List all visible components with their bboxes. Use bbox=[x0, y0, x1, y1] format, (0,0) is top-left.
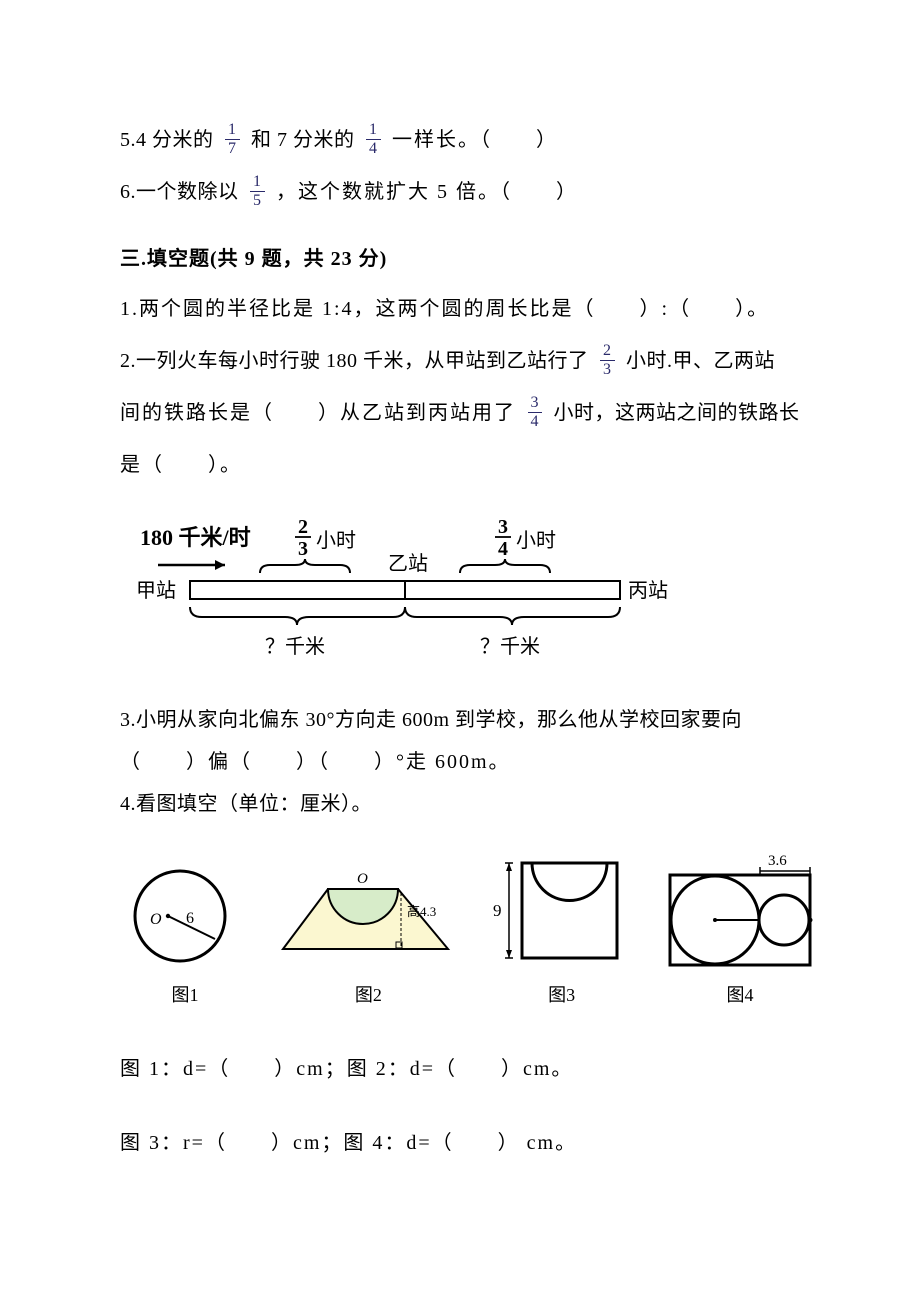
svg-text:2: 2 bbox=[298, 516, 308, 538]
q6-text-a: 6.一个数除以 bbox=[120, 181, 239, 203]
q6-frac: 1 5 bbox=[250, 173, 265, 209]
svg-text:4: 4 bbox=[498, 538, 508, 560]
s3q2-frac-1: 2 3 bbox=[600, 342, 615, 378]
svg-text:O: O bbox=[357, 871, 368, 887]
exam-page: 5.4 分米的 1 7 和 7 分米的 1 4 一样长。（ ） 6.一个数除以 … bbox=[0, 0, 920, 1233]
svg-text:小时: 小时 bbox=[316, 529, 356, 552]
section-3-title: 三.填空题(共 9 题，共 23 分) bbox=[120, 242, 820, 271]
s3-question-1: 1.两个圆的半径比是 1:4，这两个圆的周长比是（ ）:（ ）。 bbox=[120, 287, 820, 331]
figures-row: O 6 图1 bbox=[120, 851, 820, 1007]
figure-1-caption: 图1 bbox=[120, 981, 250, 1007]
question-6: 6.一个数除以 1 5 ，这个数就扩大 5 倍。（ ） bbox=[120, 170, 820, 214]
figure-1-svg: O 6 bbox=[120, 861, 250, 971]
frac-2-3-hour: 2 3 小时 bbox=[295, 516, 356, 560]
s3-question-2-line2: 间的铁路长是（ ）从乙站到丙站用了 3 4 小时，这两站之间的铁路长 bbox=[120, 391, 820, 435]
station-c-label: 丙站 bbox=[628, 579, 668, 602]
speed-label: 180 千米/时 bbox=[140, 525, 251, 550]
qmark-2: ？千米 bbox=[480, 635, 540, 658]
figure-2-caption: 图2 bbox=[273, 981, 463, 1007]
figure-2: O 高4.3 图2 bbox=[273, 861, 463, 1007]
figure-3-caption: 图3 bbox=[487, 981, 637, 1007]
s3-question-2-line3: 是（ ）。 bbox=[120, 443, 820, 487]
s3q2-text-2a: 间的铁路长是（ ）从乙站到丙站用了 bbox=[120, 402, 516, 424]
q6-text-b: ，这个数就扩大 5 倍。（ ） bbox=[276, 181, 578, 203]
train-diagram-svg: 180 千米/时 2 3 小时 3 4 小时 乙站 bbox=[130, 515, 690, 685]
s3q2-text-1b: 小时.甲、乙两站 bbox=[626, 350, 775, 372]
station-a-label: 甲站 bbox=[136, 579, 176, 602]
question-5: 5.4 分米的 1 7 和 7 分米的 1 4 一样长。（ ） bbox=[120, 118, 820, 162]
s3-question-3-line2: （ ）偏（ ）（ ）°走 600m。 bbox=[120, 745, 820, 779]
s3-question-4-title: 4.看图填空（单位：厘米）。 bbox=[120, 787, 820, 821]
s3-question-2-line1: 2.一列火车每小时行驶 180 千米，从甲站到乙站行了 2 3 小时.甲、乙两站 bbox=[120, 339, 820, 383]
train-diagram: 180 千米/时 2 3 小时 3 4 小时 乙站 bbox=[130, 515, 820, 685]
svg-text:3: 3 bbox=[498, 516, 508, 538]
s3q4-answer-line1: 图 1：d=（ ）cm；图 2：d=（ ）cm。 bbox=[120, 1047, 820, 1091]
svg-text:3: 3 bbox=[298, 538, 308, 560]
figure-4-svg: 3.6 bbox=[660, 851, 820, 971]
q5-frac-2: 1 4 bbox=[366, 121, 381, 157]
svg-text:3.6: 3.6 bbox=[768, 853, 787, 869]
s3q2-frac-2: 3 4 bbox=[528, 394, 543, 430]
frac-3-4-hour: 3 4 小时 bbox=[495, 516, 556, 560]
figure-2-svg: O 高4.3 bbox=[273, 861, 463, 971]
svg-text:小时: 小时 bbox=[516, 529, 556, 552]
svg-text:6: 6 bbox=[186, 910, 194, 927]
figure-3-svg: 9 bbox=[487, 851, 637, 971]
figure-1: O 6 图1 bbox=[120, 861, 250, 1007]
q5-text-a: 5.4 分米的 bbox=[120, 129, 214, 151]
qmark-1: ？千米 bbox=[265, 635, 325, 658]
s3q4-answer-line2: 图 3：r=（ ）cm；图 4：d=（ ） cm。 bbox=[120, 1121, 820, 1165]
figure-3: 9 图3 bbox=[487, 851, 637, 1007]
station-b-label: 乙站 bbox=[388, 552, 428, 575]
q5-text-b: 和 7 分米的 bbox=[251, 129, 355, 151]
s3q2-text-2b: 小时，这两站之间的铁路长 bbox=[554, 402, 800, 424]
svg-text:高4.3: 高4.3 bbox=[407, 904, 436, 919]
svg-text:9: 9 bbox=[493, 901, 502, 920]
figure-4-caption: 图4 bbox=[660, 981, 820, 1007]
s3-question-3-line1: 3.小明从家向北偏东 30°方向走 600m 到学校，那么他从学校回家要向 bbox=[120, 703, 820, 737]
figure-4: 3.6 图4 bbox=[660, 851, 820, 1007]
q5-frac-1: 1 7 bbox=[225, 121, 240, 157]
svg-text:O: O bbox=[150, 911, 162, 928]
s3q2-text-1a: 2.一列火车每小时行驶 180 千米，从甲站到乙站行了 bbox=[120, 350, 589, 372]
q5-text-c: 一样长。（ ） bbox=[392, 129, 558, 151]
